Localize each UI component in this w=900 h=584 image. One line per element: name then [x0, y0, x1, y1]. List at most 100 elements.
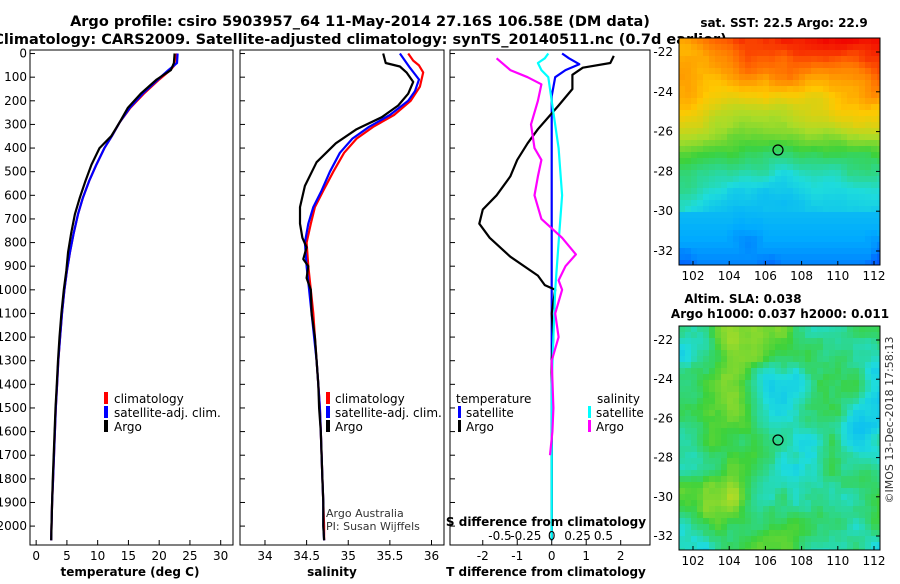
- sla-map-cell: [865, 482, 871, 488]
- sst-map-cell: [853, 152, 859, 158]
- sst-map-cell: [751, 38, 757, 44]
- sst-map-cell: [871, 56, 877, 62]
- sla-map-cell: [871, 368, 877, 374]
- sst-map-cell: [745, 86, 751, 92]
- sla-map-cell: [751, 368, 757, 374]
- sst-map-cell: [871, 38, 877, 44]
- sst-map-cell: [757, 188, 763, 194]
- sst-map-cell: [739, 224, 745, 230]
- sla-map-cell: [859, 500, 865, 506]
- sst-map-cell: [697, 74, 703, 80]
- sst-map-cell: [727, 182, 733, 188]
- sla-map-cell: [715, 506, 721, 512]
- sla-map-cell: [727, 398, 733, 404]
- sla-map-cell: [757, 332, 763, 338]
- sla-map-cell: [763, 362, 769, 368]
- sst-map-cell: [811, 98, 817, 104]
- sst-map-cell: [835, 164, 841, 170]
- sst-map-cell: [757, 212, 763, 218]
- sst-map-cell: [781, 98, 787, 104]
- sst-map-cell: [865, 56, 871, 62]
- sla-map-cell: [691, 434, 697, 440]
- sst-map-cell: [751, 212, 757, 218]
- sst-map-cell: [865, 260, 871, 265]
- sla-map-cell: [685, 404, 691, 410]
- sla-map-cell: [859, 428, 865, 434]
- sla-map-cell: [811, 428, 817, 434]
- sst-map-cell: [745, 80, 751, 86]
- sst-map-cell: [739, 182, 745, 188]
- sla-map-cell: [745, 446, 751, 452]
- sla-map-cell: [811, 350, 817, 356]
- sla-map-cell: [739, 536, 745, 542]
- sla-map-cell: [703, 332, 709, 338]
- sla-map-cell: [703, 404, 709, 410]
- sla-map-cell: [685, 392, 691, 398]
- sla-map-cell: [721, 482, 727, 488]
- sst-map-cell: [811, 134, 817, 140]
- sst-map-cell: [763, 128, 769, 134]
- sst-map-cell: [835, 68, 841, 74]
- sst-map-cell: [679, 164, 685, 170]
- sst-map-cell: [733, 116, 739, 122]
- sla-map-cell: [829, 536, 835, 542]
- sst-map-cell: [811, 86, 817, 92]
- sla-map-cell: [841, 422, 847, 428]
- sst-map-cell: [739, 236, 745, 242]
- sst-map-cell: [859, 224, 865, 230]
- sla-map-cell: [847, 356, 853, 362]
- sla-map-cell: [865, 368, 871, 374]
- sla-map-cell: [775, 410, 781, 416]
- sst-map-cell: [709, 122, 715, 128]
- sla-map-cell: [757, 446, 763, 452]
- sla-map-cell: [739, 398, 745, 404]
- sst-map-cell: [853, 128, 859, 134]
- sst-map-cell: [721, 146, 727, 152]
- sla-map-cell: [847, 434, 853, 440]
- map-y-tick-label: -24: [653, 85, 673, 99]
- sla-map-cell: [877, 512, 880, 518]
- sla-map-cell: [697, 332, 703, 338]
- sst-map-cell: [817, 212, 823, 218]
- sst-map-cell: [829, 50, 835, 56]
- sla-map-cell: [811, 500, 817, 506]
- sla-map-cell: [781, 518, 787, 524]
- sla-map-cell: [817, 398, 823, 404]
- sst-map-cell: [841, 38, 847, 44]
- sst-map-cell: [799, 44, 805, 50]
- sst-map-cell: [877, 62, 880, 68]
- legend-label: Argo: [596, 420, 624, 434]
- sst-map-cell: [715, 158, 721, 164]
- sst-map-cell: [841, 218, 847, 224]
- sla-map-cell: [727, 494, 733, 500]
- sst-map-cell: [733, 248, 739, 254]
- sla-map-cell: [733, 440, 739, 446]
- x-tick-label-salinity: -0.25: [510, 529, 541, 543]
- sla-map-cell: [871, 518, 877, 524]
- sst-map-cell: [835, 194, 841, 200]
- sla-map-cell: [865, 326, 871, 332]
- sla-map-cell: [847, 452, 853, 458]
- sla-map-cell: [817, 524, 823, 530]
- sla-map-cell: [763, 536, 769, 542]
- sst-map-cell: [757, 86, 763, 92]
- sst-map-cell: [775, 86, 781, 92]
- sst-map-cell: [781, 80, 787, 86]
- sst-map-cell: [817, 122, 823, 128]
- sst-map-cell: [871, 68, 877, 74]
- sla-map-cell: [739, 386, 745, 392]
- sla-map-cell: [865, 464, 871, 470]
- sla-map-cell: [751, 506, 757, 512]
- sla-map-cell: [727, 344, 733, 350]
- sla-map-cell: [757, 524, 763, 530]
- sla-map-cell: [841, 482, 847, 488]
- sst-map-cell: [715, 188, 721, 194]
- sla-map-cell: [871, 386, 877, 392]
- sla-map-cell: [715, 422, 721, 428]
- sst-map-cell: [721, 62, 727, 68]
- sla-map-cell: [865, 428, 871, 434]
- sst-map-cell: [715, 242, 721, 248]
- sla-map-title-2: Argo h1000: 0.037 h2000: 0.011: [671, 307, 889, 321]
- sla-map-cell: [805, 344, 811, 350]
- sst-map-cell: [697, 86, 703, 92]
